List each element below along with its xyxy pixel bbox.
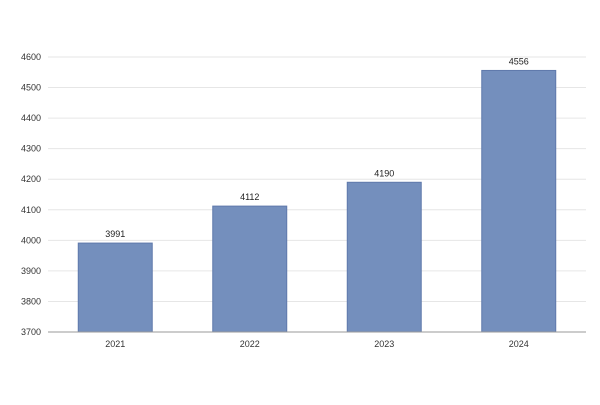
bar-2021 xyxy=(77,242,153,333)
x-tick-label-2021: 2021 xyxy=(105,339,125,349)
data-label-2024: 4556 xyxy=(509,56,529,66)
data-label-2021: 3991 xyxy=(105,229,125,239)
y-tick-label: 4600 xyxy=(21,52,41,62)
x-tick-label-2024: 2024 xyxy=(509,339,529,349)
y-tick-label: 4400 xyxy=(21,113,41,123)
x-axis-ticks: 2021 2022 2023 2024 xyxy=(105,339,529,349)
y-tick-label: 3900 xyxy=(21,266,41,276)
y-tick-label: 3800 xyxy=(21,296,41,306)
bar-2022 xyxy=(212,205,288,333)
y-tick-label: 3700 xyxy=(21,327,41,337)
y-axis-ticks: 3700 3800 3900 4000 4100 4200 4300 4400 4500 4600 xyxy=(21,52,41,337)
y-tick-label: 4000 xyxy=(21,235,41,245)
y-tick-label: 4200 xyxy=(21,174,41,184)
y-tick-label: 4100 xyxy=(21,205,41,215)
data-label-2022: 4112 xyxy=(240,192,259,202)
x-tick-label-2023: 2023 xyxy=(374,339,394,349)
y-tick-label: 4300 xyxy=(21,144,41,154)
bars xyxy=(77,69,557,333)
bar-2024 xyxy=(481,69,557,333)
data-labels: 3991 4112 4190 4556 xyxy=(105,56,529,239)
x-tick-label-2022: 2022 xyxy=(240,339,260,349)
data-label-2023: 4190 xyxy=(374,168,394,178)
y-tick-label: 4500 xyxy=(21,83,41,93)
bar-2023 xyxy=(346,181,422,333)
